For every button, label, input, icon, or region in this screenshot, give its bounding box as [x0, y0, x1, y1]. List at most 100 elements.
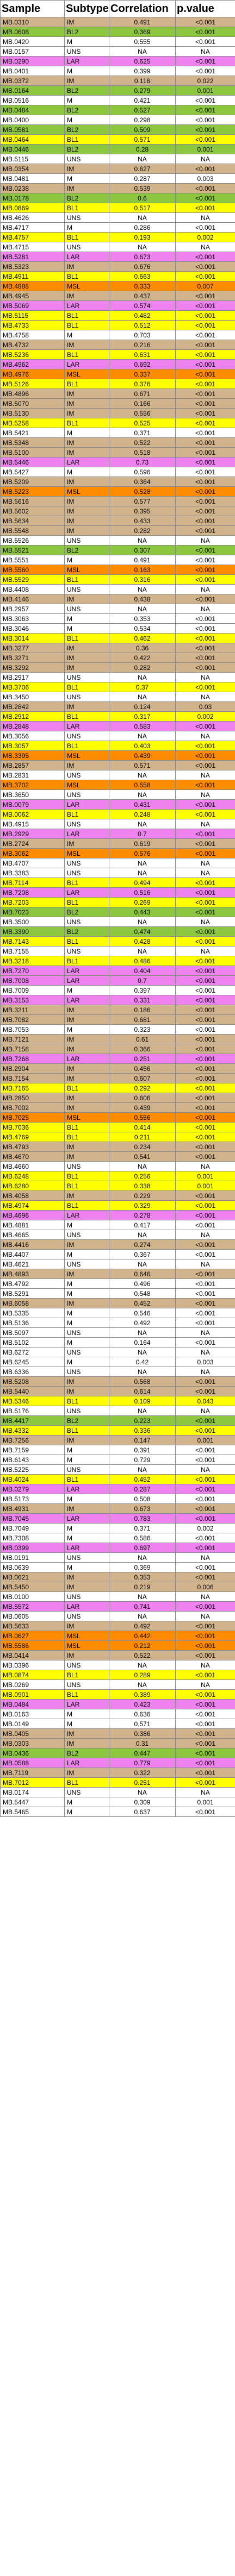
sample-cell: MB.7159	[0, 1445, 65, 1455]
pvalue-cell: <0.001	[175, 1024, 235, 1035]
table-row: MB.0901 BL1 0.389 <0.001	[0, 1689, 235, 1700]
sample-cell: MB.7025	[0, 1112, 65, 1123]
correlation-cell: 0.421	[109, 95, 176, 105]
table-row: MB.0401 M 0.399 <0.001	[0, 66, 235, 76]
correlation-cell: 0.676	[109, 261, 176, 272]
table-row: MB.0372 IM 0.118 0.022	[0, 76, 235, 86]
pvalue-cell: <0.001	[175, 741, 235, 751]
pvalue-cell: <0.001	[175, 388, 235, 399]
correlation-cell: 0.369	[109, 1562, 176, 1572]
pvalue-cell: <0.001	[175, 809, 235, 819]
pvalue-cell: <0.001	[175, 662, 235, 673]
header-subtype[interactable]: Subtype	[64, 0, 109, 17]
sample-cell: MB.0401	[0, 66, 65, 76]
pvalue-cell: <0.001	[175, 1210, 235, 1220]
pvalue-cell: <0.001	[175, 193, 235, 203]
pvalue-cell: <0.001	[175, 878, 235, 888]
table-row: MB.0079 LAR 0.431 <0.001	[0, 799, 235, 810]
subtype-cell: BL1	[64, 1689, 109, 1700]
correlation-cell: 0.279	[109, 85, 176, 96]
pvalue-cell: <0.001	[175, 36, 235, 47]
sample-cell: MB.6245	[0, 1357, 65, 1367]
table-row: MB.5069 LAR 0.574 <0.001	[0, 300, 235, 311]
correlation-cell: NA	[109, 212, 176, 223]
pvalue-cell: NA	[175, 1367, 235, 1377]
table-row: MB.3450 UNS NA NA	[0, 692, 235, 702]
sample-cell: MB.2848	[0, 721, 65, 731]
subtype-cell: BL1	[64, 1132, 109, 1142]
table-row: MB.5100 IM 0.518 <0.001	[0, 447, 235, 457]
sample-cell: MB.0174	[0, 1787, 65, 1797]
correlation-cell: NA	[109, 1259, 176, 1269]
sample-cell: MB.2904	[0, 1063, 65, 1074]
correlation-cell: 0.636	[109, 1709, 176, 1719]
sample-cell: MB.5070	[0, 398, 65, 409]
header-sample[interactable]: Sample	[0, 0, 65, 17]
table-row: MB.7036 BL1 0.414 <0.001	[0, 1122, 235, 1132]
correlation-cell: 0.337	[109, 369, 176, 379]
sample-cell: MB.4024	[0, 1474, 65, 1484]
correlation-cell: 0.546	[109, 1308, 176, 1318]
sample-cell: MB.3395	[0, 750, 65, 761]
table-row: MB.5421 M 0.371 <0.001	[0, 428, 235, 438]
correlation-cell: 0.42	[109, 1357, 176, 1367]
table-row: MB.2904 IM 0.456 <0.001	[0, 1063, 235, 1074]
subtype-cell: IM	[64, 1728, 109, 1739]
pvalue-cell: <0.001	[175, 799, 235, 810]
sample-cell: MB.4626	[0, 212, 65, 223]
correlation-cell: 0.625	[109, 56, 176, 66]
pvalue-cell: <0.001	[175, 887, 235, 898]
table-row: MB.5115 UNS NA NA	[0, 154, 235, 164]
pvalue-cell: <0.001	[175, 1543, 235, 1553]
correlation-cell: 0.439	[109, 1102, 176, 1113]
table-row: MB.3218 BL1 0.486 <0.001	[0, 956, 235, 966]
correlation-cell: NA	[109, 789, 176, 800]
table-row: MB.5560 MSL 0.163 <0.001	[0, 565, 235, 575]
sample-cell: MB.0396	[0, 1660, 65, 1670]
table-row: MB.0269 UNS NA NA	[0, 1679, 235, 1690]
table-row: MB.6280 BL1 0.338 0.001	[0, 1181, 235, 1191]
pvalue-cell: <0.001	[175, 1054, 235, 1064]
subtype-cell: BL1	[64, 1396, 109, 1406]
subtype-cell: BL1	[64, 134, 109, 145]
correlation-cell: NA	[109, 1367, 176, 1377]
subtype-cell: BL1	[64, 379, 109, 389]
table-row: MB.4893 IM 0.646 <0.001	[0, 1269, 235, 1279]
table-row: MB.3062 MSL 0.576 <0.001	[0, 848, 235, 858]
table-row: MB.7155 UNS NA NA	[0, 946, 235, 956]
subtype-cell: IM	[64, 1435, 109, 1445]
pvalue-cell: NA	[175, 1327, 235, 1338]
correlation-cell: 0.338	[109, 1181, 176, 1191]
correlation-cell: 0.282	[109, 525, 176, 536]
sample-cell: MB.5551	[0, 555, 65, 565]
subtype-cell: LAR	[64, 56, 109, 66]
subtype-cell: BL1	[64, 1200, 109, 1211]
header-pvalue[interactable]: p.value	[175, 0, 235, 17]
sample-cell: MB.5208	[0, 1376, 65, 1387]
pvalue-cell: NA	[175, 154, 235, 164]
table-row: MB.7256 IM 0.147 0.001	[0, 1435, 235, 1445]
table-row: MB.4915 UNS NA NA	[0, 819, 235, 829]
sample-cell: MB.4058	[0, 1190, 65, 1201]
table-row: MB.0303 IM 0.31 <0.001	[0, 1738, 235, 1748]
header-correlation[interactable]: Correlation	[109, 0, 176, 17]
table-row: MB.4146 IM 0.438 <0.001	[0, 594, 235, 604]
subtype-cell: BL2	[64, 193, 109, 203]
subtype-cell: IM	[64, 1768, 109, 1778]
correlation-cell: 0.186	[109, 1005, 176, 1015]
sample-cell: MB.7009	[0, 985, 65, 995]
sample-cell: MB.5323	[0, 261, 65, 272]
subtype-cell: M	[64, 1249, 109, 1259]
subtype-cell: M	[64, 95, 109, 105]
subtype-cell: LAR	[64, 995, 109, 1005]
sample-cell: MB.6272	[0, 1347, 65, 1357]
correlation-cell: 0.251	[109, 1777, 176, 1788]
subtype-cell: UNS	[64, 46, 109, 57]
subtype-cell: IM	[64, 1239, 109, 1250]
table-row: MB.7009 M 0.397 <0.001	[0, 985, 235, 995]
pvalue-cell: <0.001	[175, 516, 235, 526]
pvalue-cell: <0.001	[175, 594, 235, 604]
pvalue-cell: <0.001	[175, 1034, 235, 1044]
correlation-cell: 0.376	[109, 379, 176, 389]
sample-cell: MB.4974	[0, 1200, 65, 1211]
